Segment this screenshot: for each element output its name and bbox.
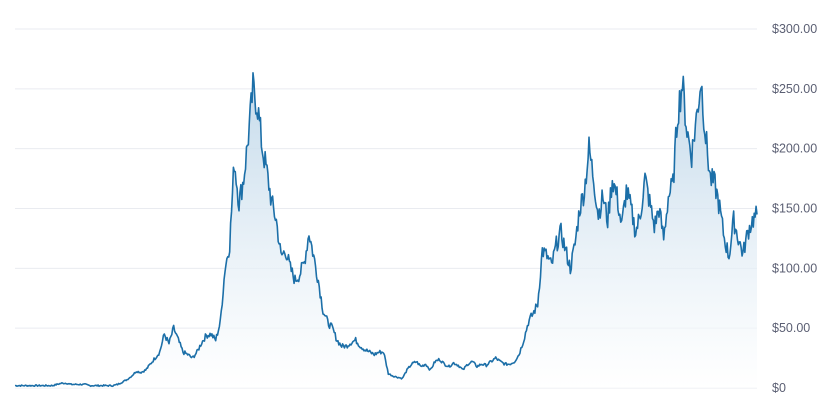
y-tick-label: $150.00 [772, 202, 817, 216]
y-tick-label: $100.00 [772, 261, 817, 275]
y-axis-ticks: $300.00 $250.00 $200.00 $150.00 $100.00 $50.0… [772, 22, 817, 395]
area-layer [15, 72, 757, 388]
y-tick-label: $50.00 [772, 321, 810, 335]
line-layer [14, 72, 758, 388]
series-area-fill [15, 72, 757, 388]
y-tick-label: $250.00 [772, 82, 817, 96]
y-tick-label: $300.00 [772, 22, 817, 36]
y-tick-label: $0 [772, 381, 786, 395]
y-tick-label: $200.00 [772, 142, 817, 156]
series-line [14, 72, 758, 388]
